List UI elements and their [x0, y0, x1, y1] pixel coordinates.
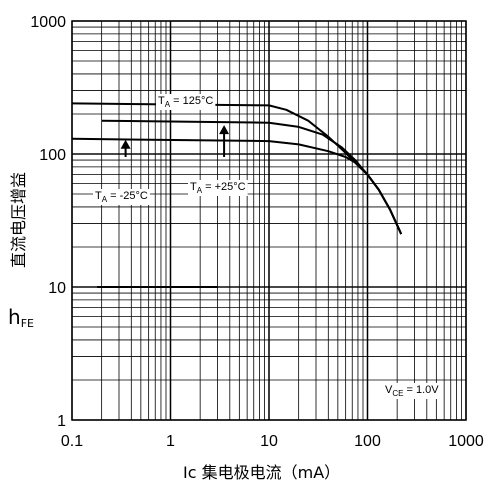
annotation-vce: VCE = 1.0V — [385, 384, 439, 398]
series-line-tm25 — [71, 137, 403, 235]
y-axis-label-chinese: 直流电压增益 — [9, 172, 28, 268]
annotation-background — [93, 189, 150, 205]
annotation-ta-minus-25: TA = -25°C — [95, 190, 148, 204]
tick-labels: 0.1 1 10 100 1000 1 10 100 1000 — [30, 14, 483, 450]
arrow-head — [120, 139, 131, 149]
annotation-background — [156, 94, 216, 110]
annotation-background — [383, 383, 442, 399]
arrow-head — [219, 125, 230, 135]
series-line-t25 — [101, 119, 403, 235]
x-axis-label: Ic 集电极电流（mA） — [183, 463, 340, 482]
annotation-ta-125: TA = 125°C — [158, 95, 213, 109]
annotation-background — [188, 180, 248, 196]
series-layer — [71, 102, 403, 288]
annotation-ta-25: TA = +25°C — [190, 181, 246, 195]
x-tick-label: 1 — [166, 433, 175, 450]
plot-border — [71, 20, 467, 421]
x-tick-label: 10 — [260, 433, 278, 450]
y-tick-label: 100 — [39, 147, 66, 164]
grid — [71, 20, 467, 421]
y-tick-label: 1000 — [30, 14, 66, 31]
x-tick-label: 0.1 — [61, 433, 83, 450]
x-tick-label: 1000 — [448, 433, 484, 450]
y-tick-label: 1 — [57, 413, 66, 430]
x-tick-label: 100 — [354, 433, 381, 450]
y-tick-label: 10 — [48, 280, 66, 297]
y-axis-label-main: hFE — [8, 305, 34, 330]
arrow-layer — [120, 125, 230, 157]
